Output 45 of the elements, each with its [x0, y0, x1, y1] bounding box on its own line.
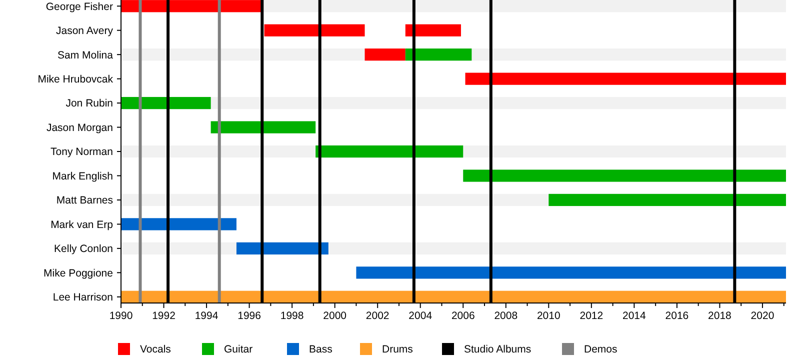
bar	[316, 145, 464, 158]
y-tick-label: Kelly Conlon	[54, 243, 114, 256]
y-tick-label: Tony Norman	[50, 146, 114, 158]
y-tick-label: Mike Hrubovcak	[38, 73, 114, 86]
x-tick-label: 2016	[665, 310, 689, 322]
legend-label: Studio Albums	[464, 344, 532, 356]
legend-label: Drums	[382, 344, 413, 356]
x-tick-label: 2014	[622, 310, 646, 322]
bar	[405, 24, 461, 36]
bar	[364, 48, 406, 61]
bar	[405, 48, 472, 61]
x-tick-label: 1992	[152, 310, 176, 322]
y-tick-label: Mark van Erp	[50, 218, 114, 231]
bar	[121, 0, 262, 12]
y-tick-label: Jason Morgan	[46, 122, 114, 134]
x-tick-label: 1994	[194, 310, 218, 322]
legend-label: Guitar	[224, 344, 254, 356]
y-tick-label: Mike Poggione	[44, 267, 114, 280]
bar	[264, 24, 365, 36]
bar	[121, 96, 211, 110]
bar	[121, 218, 236, 230]
x-tick-label: 2004	[408, 310, 432, 322]
x-tick-label: 1996	[238, 310, 262, 322]
y-tick-label: Jason Avery	[56, 25, 114, 38]
x-tick-label: 2020	[750, 310, 774, 322]
y-tick-label: Mark English	[52, 170, 114, 182]
x-tick-label: 2000	[323, 310, 347, 322]
legend-label: Vocals	[140, 344, 171, 356]
x-tick-label: 2012	[580, 310, 604, 322]
bar	[236, 242, 328, 254]
x-tick-label: 2010	[536, 310, 560, 322]
x-tick-label: 2008	[494, 310, 518, 322]
legend-label: Bass	[309, 344, 332, 356]
y-tick-label: Jon Rubin	[66, 98, 114, 110]
bar	[210, 121, 316, 134]
y-tick-label: Lee Harrison	[52, 292, 114, 304]
x-tick-label: 1990	[109, 310, 133, 322]
y-tick-label: Sam Molina	[58, 49, 114, 62]
x-tick-label: 1998	[280, 310, 304, 322]
x-tick-label: 2018	[708, 310, 732, 322]
legend-label: Demos	[584, 344, 618, 356]
x-tick-label: 2002	[366, 310, 390, 322]
y-tick-label: George Fisher	[46, 0, 114, 13]
x-tick-label: 2006	[451, 310, 475, 322]
y-tick-label: Matt Barnes	[56, 194, 113, 207]
